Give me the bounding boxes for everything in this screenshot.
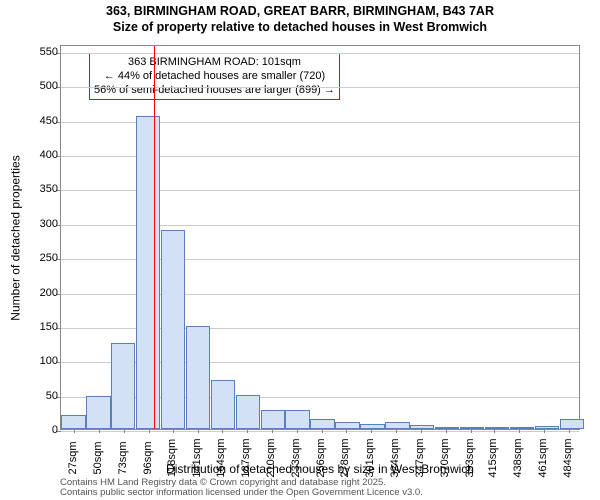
histogram-bar	[285, 410, 309, 429]
histogram-bar	[61, 415, 85, 429]
x-tick-mark	[173, 429, 174, 433]
y-tick-label: 550	[28, 46, 58, 58]
annotation-larger-pct: 56% of semi-detached houses are larger (…	[94, 84, 335, 98]
y-tick-label: 50	[28, 390, 58, 402]
histogram-bar	[161, 230, 185, 429]
chart-title-address: 363, BIRMINGHAM ROAD, GREAT BARR, BIRMIN…	[0, 4, 600, 18]
footer-line-2: Contains public sector information licen…	[60, 488, 423, 498]
histogram-bar	[111, 343, 135, 429]
histogram-bar	[435, 427, 459, 429]
y-tick-label: 500	[28, 80, 58, 92]
x-tick-mark	[446, 429, 447, 433]
x-tick-mark	[297, 429, 298, 433]
y-axis-label-text: Number of detached properties	[9, 155, 23, 320]
histogram-bar	[236, 395, 260, 429]
x-tick-mark	[247, 429, 248, 433]
x-tick-mark	[272, 429, 273, 433]
annotation-smaller-pct: ← 44% of detached houses are smaller (72…	[94, 70, 335, 84]
gridline	[61, 431, 579, 432]
x-tick-mark	[99, 429, 100, 433]
histogram-bar	[186, 326, 210, 429]
y-tick-label: 350	[28, 183, 58, 195]
x-tick-mark	[494, 429, 495, 433]
x-tick-mark	[471, 429, 472, 433]
y-tick-label: 150	[28, 321, 58, 333]
histogram-bar	[360, 424, 384, 430]
histogram-bar	[261, 410, 285, 429]
x-tick-mark	[124, 429, 125, 433]
x-tick-mark	[346, 429, 347, 433]
y-tick-label: 300	[28, 218, 58, 230]
property-marker-line	[154, 46, 155, 429]
histogram-bar	[535, 426, 559, 429]
histogram-bar	[460, 427, 484, 429]
y-tick-label: 450	[28, 115, 58, 127]
histogram-bar	[136, 116, 160, 429]
x-tick-mark	[222, 429, 223, 433]
x-tick-mark	[396, 429, 397, 433]
x-tick-mark	[322, 429, 323, 433]
histogram-bar	[410, 425, 434, 429]
plot-area: 363 BIRMINGHAM ROAD: 101sqm ← 44% of det…	[60, 45, 580, 430]
gridline	[61, 53, 579, 54]
histogram-bar	[485, 427, 509, 429]
histogram-bar	[211, 380, 235, 430]
y-tick-label: 250	[28, 252, 58, 264]
y-tick-label: 100	[28, 355, 58, 367]
chart-container: 363, BIRMINGHAM ROAD, GREAT BARR, BIRMIN…	[0, 0, 600, 500]
gridline	[61, 87, 579, 88]
y-axis-label: Number of detached properties	[8, 45, 24, 430]
x-tick-mark	[198, 429, 199, 433]
footer-attribution: Contains HM Land Registry data © Crown c…	[60, 478, 423, 499]
annotation-property-size: 363 BIRMINGHAM ROAD: 101sqm	[94, 56, 335, 70]
x-tick-mark	[519, 429, 520, 433]
x-tick-mark	[74, 429, 75, 433]
histogram-bar	[310, 419, 334, 429]
histogram-bar	[385, 422, 409, 429]
annotation-box: 363 BIRMINGHAM ROAD: 101sqm ← 44% of det…	[89, 53, 340, 100]
y-tick-label: 0	[28, 424, 58, 436]
x-tick-mark	[371, 429, 372, 433]
x-axis-label: Distribution of detached houses by size …	[60, 462, 580, 476]
x-tick-mark	[149, 429, 150, 433]
histogram-bar	[86, 396, 110, 429]
histogram-bar	[510, 427, 534, 429]
x-tick-mark	[421, 429, 422, 433]
y-tick-label: 200	[28, 287, 58, 299]
x-tick-mark	[544, 429, 545, 433]
histogram-bar	[335, 422, 359, 429]
y-tick-label: 400	[28, 149, 58, 161]
x-tick-mark	[569, 429, 570, 433]
histogram-bar	[560, 419, 584, 429]
chart-title-description: Size of property relative to detached ho…	[0, 20, 600, 34]
